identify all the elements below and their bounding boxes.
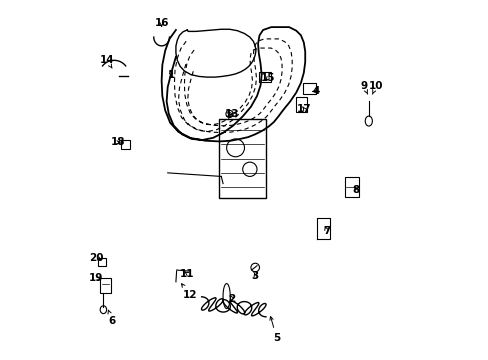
Bar <box>258 72 271 82</box>
Text: 1: 1 <box>167 69 175 80</box>
Bar <box>100 278 111 293</box>
Text: 13: 13 <box>224 109 239 119</box>
Text: 19: 19 <box>89 273 103 283</box>
Text: 4: 4 <box>312 86 319 96</box>
Text: 8: 8 <box>352 185 359 195</box>
Text: 17: 17 <box>297 104 311 114</box>
Bar <box>121 140 130 149</box>
Text: 15: 15 <box>260 73 274 83</box>
Text: 5: 5 <box>269 316 280 343</box>
Text: 6: 6 <box>108 310 116 326</box>
Text: 16: 16 <box>154 18 168 28</box>
Text: 7: 7 <box>322 226 330 236</box>
Text: 2: 2 <box>228 294 235 303</box>
Text: 10: 10 <box>368 81 383 94</box>
Text: 12: 12 <box>181 284 197 300</box>
Text: 3: 3 <box>251 271 258 281</box>
Text: 20: 20 <box>89 252 103 262</box>
Text: 14: 14 <box>100 55 114 68</box>
Bar <box>344 177 358 197</box>
Text: 18: 18 <box>110 138 124 148</box>
Bar <box>219 119 265 198</box>
Bar <box>295 97 306 112</box>
Text: 11: 11 <box>180 269 194 279</box>
Bar <box>98 258 106 266</box>
Text: 9: 9 <box>360 81 367 94</box>
Bar <box>303 83 315 94</box>
